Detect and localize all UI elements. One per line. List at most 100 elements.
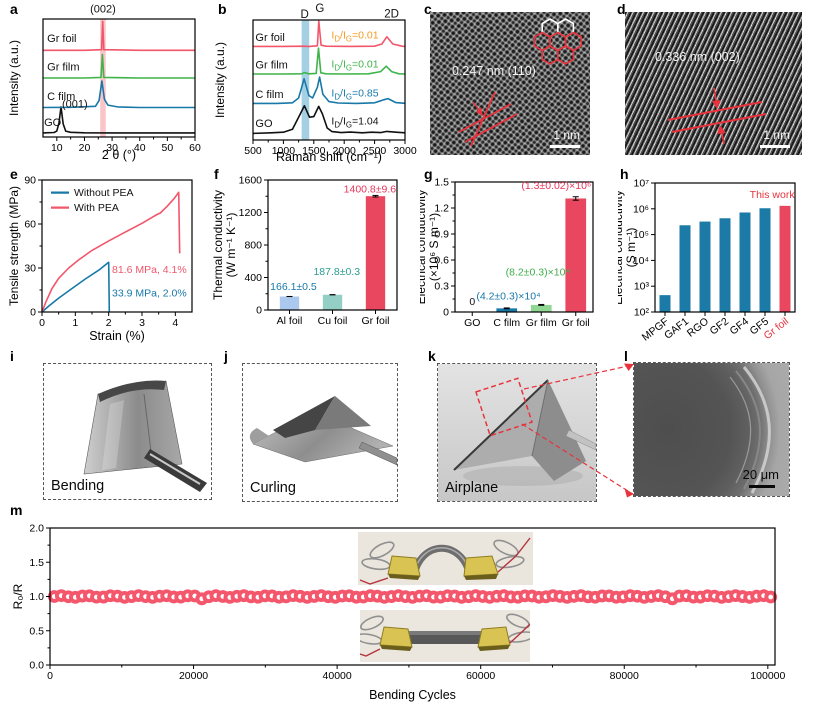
svg-text:(4.2±0.3)×10⁴: (4.2±0.3)×10⁴ <box>476 290 540 302</box>
svg-text:G: G <box>315 3 324 15</box>
svg-text:GO: GO <box>255 118 273 130</box>
svg-text:Gr foil: Gr foil <box>562 317 590 329</box>
svg-text:10⁵: 10⁵ <box>633 229 649 241</box>
panel-label-c: c <box>424 1 432 17</box>
bending-cycles-chart: 0 20000 40000 60000 80000 100000 0.0 0.5 1.0 1.5 2… <box>8 508 810 714</box>
panel-label-e: e <box>10 166 18 182</box>
svg-text:2: 2 <box>106 317 112 329</box>
svg-text:Without PEA: Without PEA <box>74 187 134 199</box>
svg-text:1000: 1000 <box>272 145 296 157</box>
svg-text:Intensity (a.u.): Intensity (a.u.) <box>214 42 227 118</box>
svg-text:2D: 2D <box>384 9 399 21</box>
tweezers <box>358 441 397 466</box>
panel-label-j: j <box>224 348 228 364</box>
chart-a-svg: 10 20 30 40 50 60 2 θ (°) Intensity (a.u.) (002)… <box>7 4 201 162</box>
svg-text:81.6 MPa, 4.1%: 81.6 MPa, 4.1% <box>112 264 187 276</box>
svg-text:Strain (%): Strain (%) <box>89 329 145 343</box>
svg-text:50: 50 <box>162 142 174 154</box>
svg-text:1.0: 1.0 <box>29 591 44 603</box>
wire <box>509 623 531 644</box>
svg-text:2 θ (°): 2 θ (°) <box>102 148 136 162</box>
svg-text:10⁴: 10⁴ <box>633 255 649 267</box>
svg-text:Thermal conductivity: Thermal conductivity <box>212 190 225 300</box>
svg-text:Gr foil: Gr foil <box>255 32 284 44</box>
chart-e-svg: 0 1 2 3 4 0 30 60 90 Strain (%) Tensile strength (… <box>7 175 193 343</box>
svg-text:Raman shift (cm⁻¹): Raman shift (cm⁻¹) <box>276 150 382 164</box>
curled-foil-illustration <box>249 396 397 466</box>
tem-image-110: 0.247 nm (110) 1 nm <box>430 12 590 155</box>
svg-text:400: 400 <box>244 272 262 284</box>
svg-text:GO: GO <box>464 317 480 329</box>
raman-chart: 500 1000 1500 2000 2500 3000 Raman shift (cm⁻¹… <box>213 2 420 164</box>
dspacing-label: 0.336 nm (002) <box>655 50 740 64</box>
svg-text:4: 4 <box>172 317 178 329</box>
svg-text:500: 500 <box>244 145 262 157</box>
svg-text:40: 40 <box>134 142 146 154</box>
svg-text:0: 0 <box>443 307 449 319</box>
svg-text:(×10⁶ S m⁻¹): (×10⁶ S m⁻¹) <box>427 213 441 281</box>
inset-photo-flat <box>355 610 535 662</box>
svg-text:166.1±0.5: 166.1±0.5 <box>270 281 317 293</box>
wire <box>359 577 389 585</box>
svg-text:0.5: 0.5 <box>29 625 44 637</box>
photo-caption: Airplane <box>445 480 499 496</box>
panel-label-a: a <box>10 1 18 17</box>
binder-clip <box>477 626 511 648</box>
tem-image-002: 0.336 nm (002) 1 nm <box>625 12 802 155</box>
svg-text:100000: 100000 <box>750 670 785 682</box>
svg-text:Gr film: Gr film <box>47 61 79 73</box>
svg-text:800: 800 <box>244 240 262 252</box>
svg-text:0.9: 0.9 <box>434 229 449 241</box>
svg-text:D: D <box>301 9 309 21</box>
panel-label-f: f <box>214 166 219 182</box>
svg-text:1: 1 <box>72 317 78 329</box>
svg-text:1.5: 1.5 <box>29 557 44 569</box>
chart-m-svg: 0 20000 40000 60000 80000 100000 0.0 0.5 1.0 1.5 2… <box>11 523 785 703</box>
scalebar <box>749 484 775 488</box>
svg-text:(002): (002) <box>90 4 116 16</box>
svg-text:Gr film: Gr film <box>255 60 287 72</box>
svg-text:90: 90 <box>24 175 36 187</box>
bending-cycles-panel: 0 20000 40000 60000 80000 100000 0.0 0.5 1.0 1.5 2… <box>8 508 810 714</box>
dspacing-label: 0.247 nm (110) <box>452 64 536 78</box>
svg-text:3000: 3000 <box>393 145 417 157</box>
scalebar <box>760 145 790 148</box>
electrical-conductivity-chart: GO C film Gr film Gr foil 0 0.3 0.6 0.9 1.2 1.5 El… <box>414 170 622 352</box>
svg-text:30: 30 <box>24 263 36 275</box>
svg-text:1500: 1500 <box>302 145 326 157</box>
panel-label-d: d <box>617 1 626 17</box>
inset-photo-bent <box>358 532 533 585</box>
panel-label-g: g <box>424 166 433 182</box>
svg-text:0: 0 <box>47 670 53 682</box>
photo-curling: Curling <box>242 363 398 502</box>
svg-text:ID/IG=0.01: ID/IG=0.01 <box>331 58 378 72</box>
svg-text:2.0: 2.0 <box>29 523 44 535</box>
svg-text:10³: 10³ <box>634 281 650 293</box>
svg-text:1400.8±9.6: 1400.8±9.6 <box>344 183 397 195</box>
svg-text:(S m⁻¹): (S m⁻¹) <box>624 228 638 268</box>
svg-text:40000: 40000 <box>323 670 352 682</box>
bent-foil-illustration <box>83 380 207 492</box>
binder-clip <box>379 626 413 648</box>
photo-bending: Bending <box>43 363 212 500</box>
svg-text:This work: This work <box>750 189 796 201</box>
svg-text:GF2: GF2 <box>708 315 732 337</box>
stress-strain-chart: 0 1 2 3 4 0 30 60 90 Strain (%) Tensile strength (… <box>7 170 215 352</box>
svg-text:Gr foil: Gr foil <box>47 33 76 45</box>
svg-text:Cu foil: Cu foil <box>318 315 348 327</box>
svg-text:GF4: GF4 <box>728 315 752 337</box>
svg-text:10²: 10² <box>634 307 650 319</box>
svg-text:1.5: 1.5 <box>434 177 449 189</box>
svg-text:0: 0 <box>469 296 475 308</box>
svg-text:0.3: 0.3 <box>434 281 449 293</box>
svg-text:C film: C film <box>493 317 520 329</box>
svg-text:(1.3±0.02)×10⁶: (1.3±0.02)×10⁶ <box>521 180 591 192</box>
svg-text:1.2: 1.2 <box>434 203 449 215</box>
svg-text:60: 60 <box>189 142 201 154</box>
panel-label-l: l <box>624 348 628 364</box>
chart-g-svg: GO C film Gr film Gr foil00.30.60.91.21.5El… <box>414 177 594 329</box>
svg-text:0: 0 <box>256 305 262 317</box>
xrd-chart: 10 20 30 40 50 60 2 θ (°) Intensity (a.u.) (002)… <box>7 2 213 164</box>
